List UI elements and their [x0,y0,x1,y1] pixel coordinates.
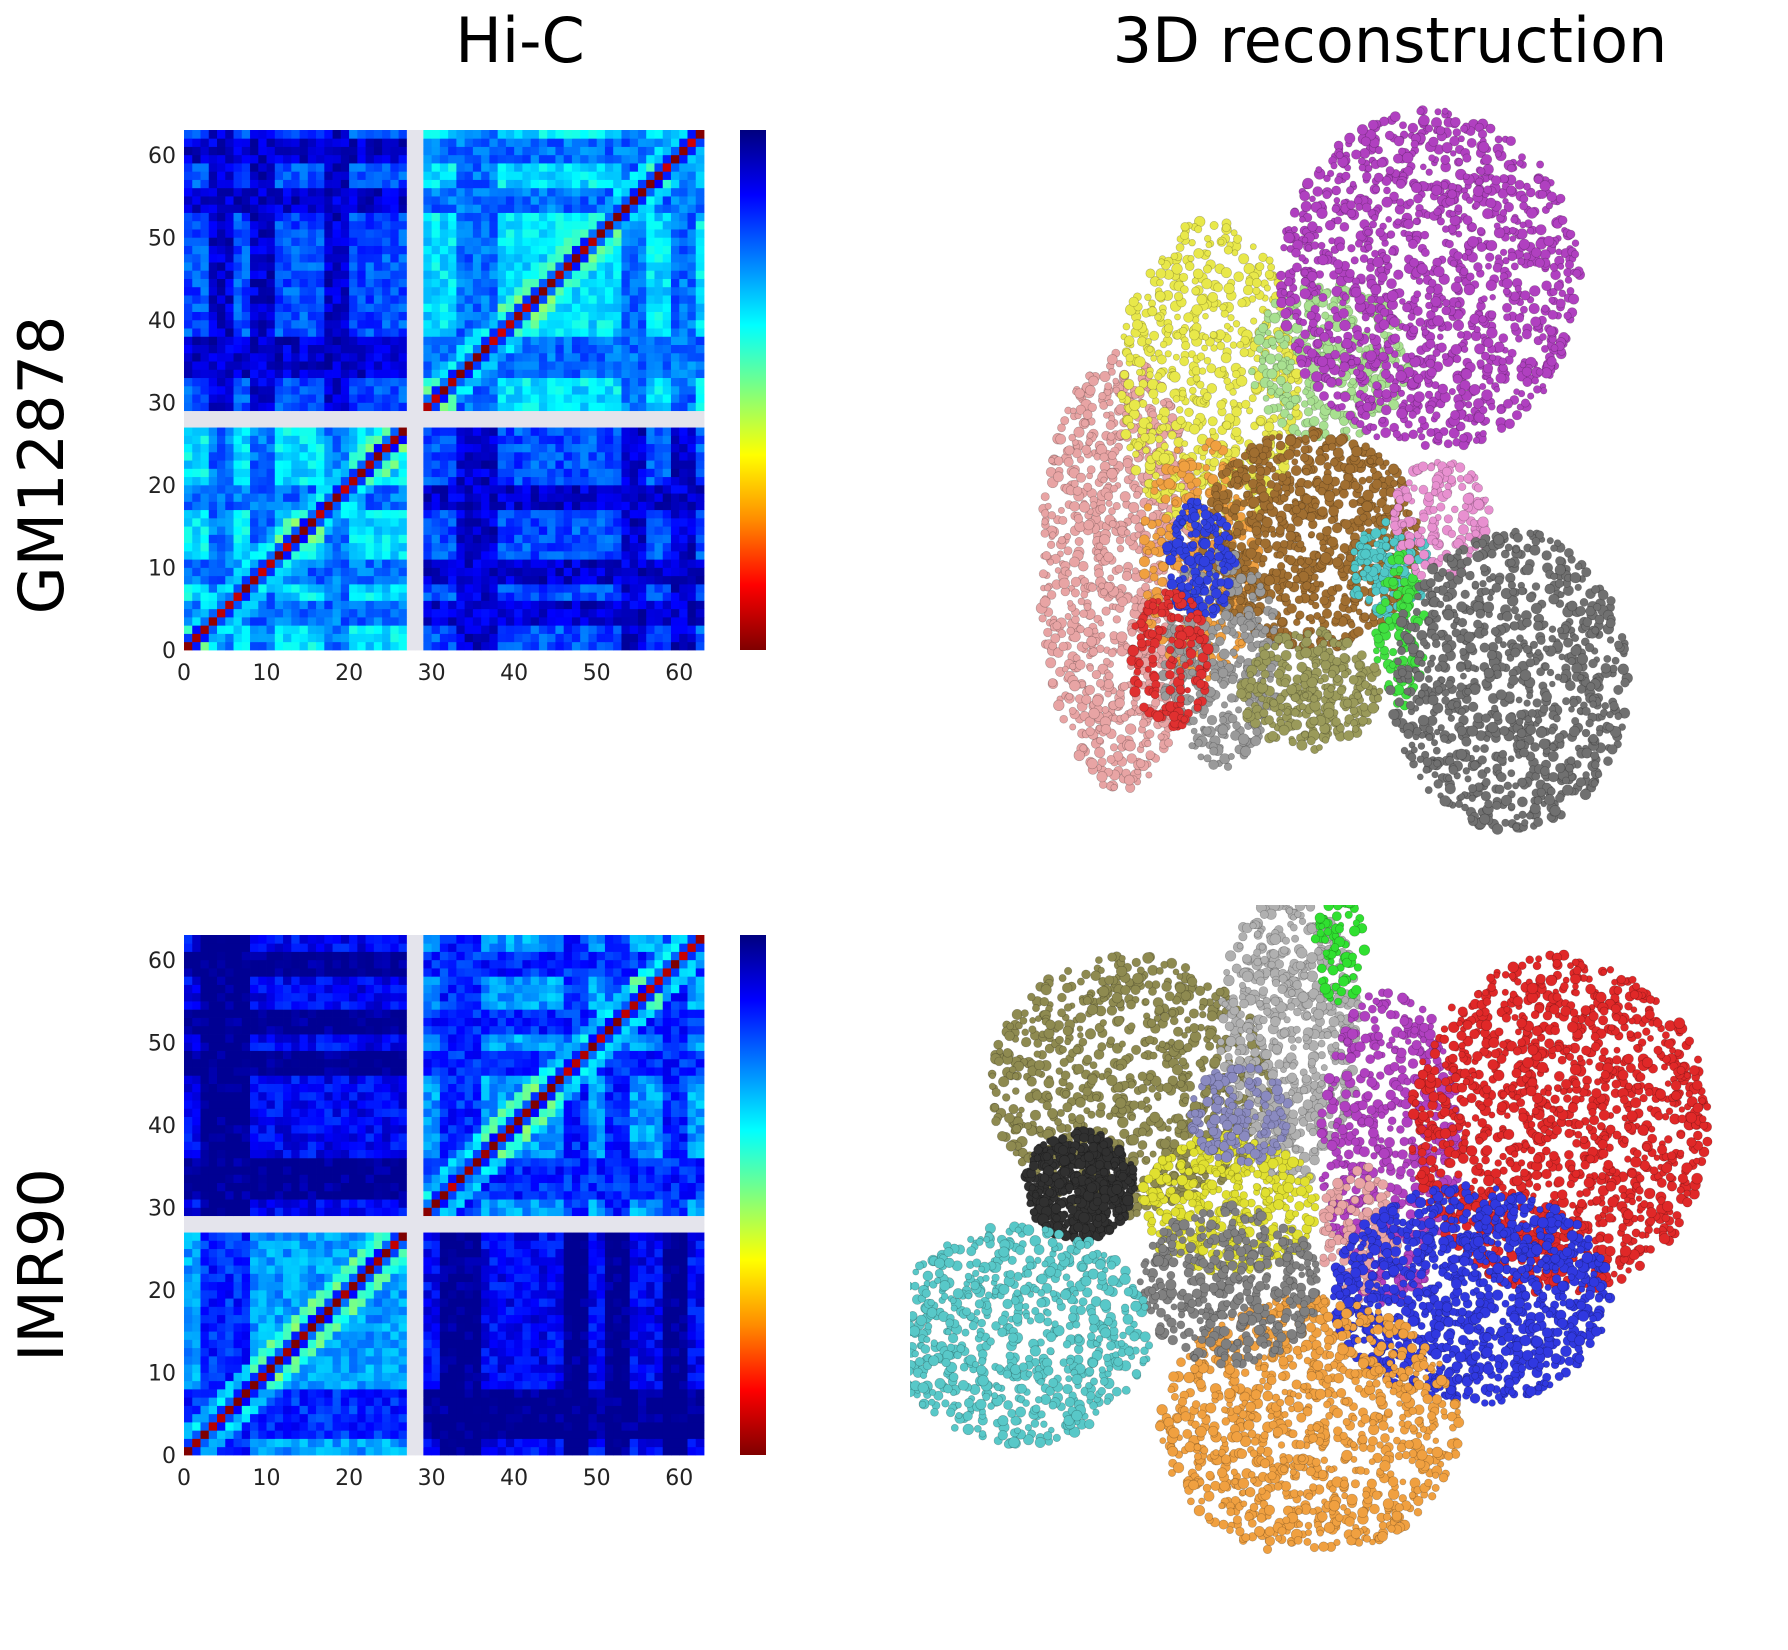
structure-cluster [1275,105,1586,451]
y-tick-label: 30 [148,1196,176,1221]
y-tick-label: 20 [148,1279,176,1304]
x-tick-label: 0 [177,1466,191,1491]
structure-cluster [1020,1126,1139,1245]
row-label-gm12878: GM12878 [5,305,78,625]
row-label-imr90: IMR90 [5,1105,78,1425]
structure-cluster [1235,626,1384,754]
x-tick-label: 60 [665,661,693,686]
hic-heatmap-imr90: 00 10 10 20 20 30 30 40 40 50 50 60 60 [148,935,766,1491]
structure-cluster [1157,547,1282,771]
y-tick-label: 0 [162,639,176,664]
colorbar [740,935,766,1455]
x-tick-label: 40 [500,661,528,686]
x-tick-label: 10 [253,661,281,686]
heatmap-cells [184,130,705,651]
y-tick-label: 60 [148,144,176,169]
structure-cluster [910,1221,1154,1449]
x-tick-label: 60 [665,1466,693,1491]
structure-cluster [1154,1291,1465,1555]
structure-cluster [1310,905,1371,1006]
x-tick-label: 20 [335,661,363,686]
hic-column-title: Hi-C [330,4,710,77]
structure-cluster [1126,588,1214,732]
x-tick-label: 50 [583,661,611,686]
y-tick-label: 20 [148,474,176,499]
y-tick-label: 10 [148,556,176,581]
reconstruction-structure-gm12878 [1035,105,1633,835]
x-tick-label: 30 [418,661,446,686]
y-tick-label: 60 [148,949,176,974]
x-tick-label: 10 [253,1466,281,1491]
colorbar [740,130,766,650]
x-tick-label: 30 [418,1466,446,1491]
y-tick-label: 40 [148,1114,176,1139]
structure-cluster [1390,458,1494,582]
reconstruction-structure-imr90 [910,905,1713,1555]
hic-heatmap-gm12878: 00 10 10 20 20 30 30 40 40 50 50 60 60 [148,130,766,686]
y-tick-label: 50 [148,1031,176,1056]
heatmap-cells [184,935,705,1456]
x-tick-label: 0 [177,661,191,686]
y-tick-label: 10 [148,1361,176,1386]
structure-cluster [1186,1063,1293,1167]
x-tick-label: 20 [335,1466,363,1491]
y-tick-label: 30 [148,391,176,416]
x-tick-label: 50 [583,1466,611,1491]
y-tick-label: 50 [148,226,176,251]
structure-cluster [1385,527,1633,835]
structure-cluster [1136,1200,1321,1369]
y-tick-label: 0 [162,1444,176,1469]
y-tick-label: 40 [148,309,176,334]
reconstruction-column-title: 3D reconstruction [1000,4,1780,77]
x-tick-label: 40 [500,1466,528,1491]
